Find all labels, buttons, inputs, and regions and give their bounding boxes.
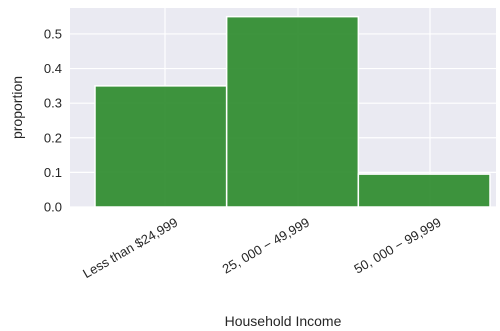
y-tick-label: 0.3 bbox=[44, 96, 62, 111]
bar bbox=[225, 15, 360, 208]
y-tick-label: 0.2 bbox=[44, 130, 62, 145]
y-axis-ticks: 0.0 0.1 0.2 0.3 0.4 0.5 bbox=[44, 26, 62, 214]
x-axis-label: Household Income bbox=[225, 313, 342, 329]
y-tick-label: 0.1 bbox=[44, 165, 62, 180]
y-tick-label: 0.4 bbox=[44, 61, 62, 76]
bar bbox=[94, 85, 228, 208]
y-tick-label: 0.0 bbox=[44, 200, 62, 215]
x-tick-label: 25, 000 − 49,999 bbox=[220, 215, 312, 277]
x-tick-label: Less than $24,999 bbox=[80, 215, 180, 281]
bars bbox=[94, 15, 491, 208]
y-axis-label: proportion bbox=[9, 76, 25, 139]
x-tick-label: 50, 000 − 99,999 bbox=[351, 215, 443, 277]
bar bbox=[357, 173, 491, 208]
y-tick-label: 0.5 bbox=[44, 26, 62, 41]
x-axis-ticks: Less than $24,999 25, 000 − 49,999 50, 000… bbox=[80, 215, 443, 281]
